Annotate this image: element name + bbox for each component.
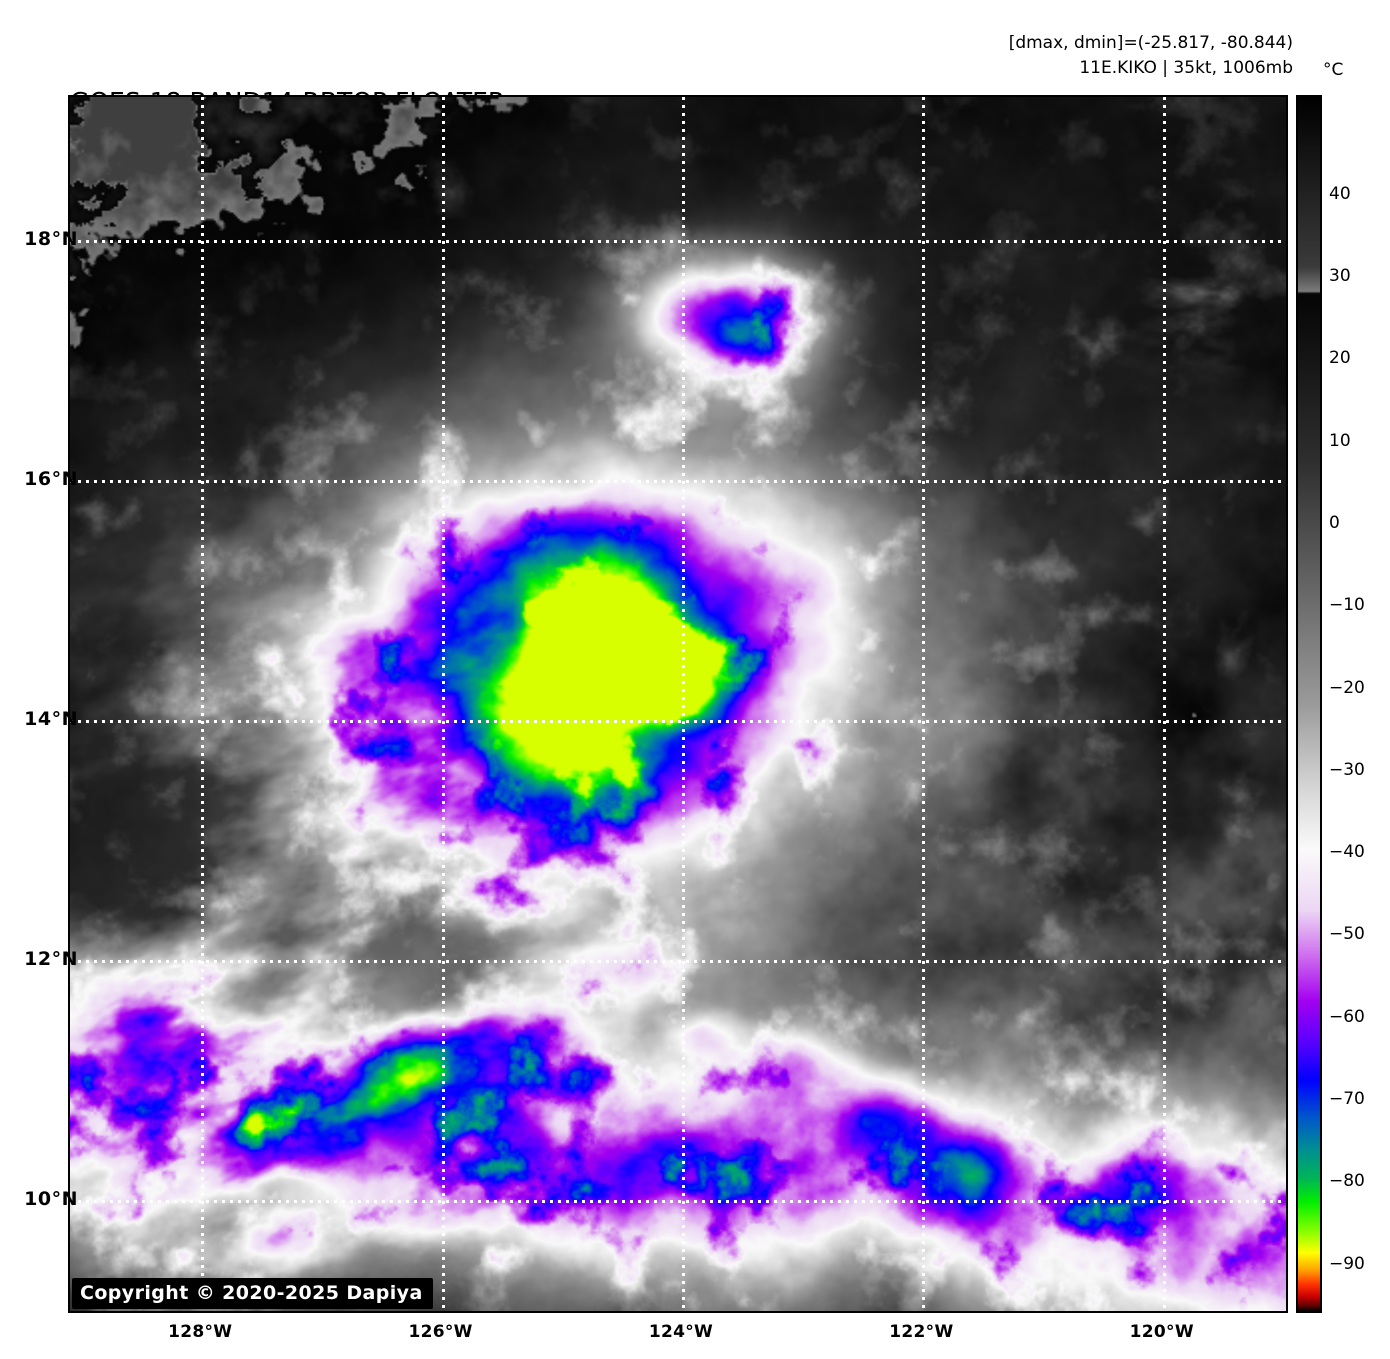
colorbar-tick-label: 0 [1329,512,1340,533]
lon-tick-label: 128°W [168,1322,233,1342]
lat-tick-label: 14°N [24,708,78,730]
copyright-watermark: Copyright © 2020-2025 Dapiya [72,1278,433,1309]
lon-tick-label: 120°W [1129,1322,1194,1342]
colorbar-tick-label: −50 [1329,924,1365,945]
colorbar-tick-label: −80 [1329,1171,1365,1192]
lat-tick-label: 12°N [24,948,78,970]
lon-tick-label: 124°W [648,1322,714,1342]
colorbar-tick-label: 40 [1329,183,1351,204]
colorbar-tick-label: −20 [1329,677,1365,698]
colorbar-tick-label: −30 [1329,759,1365,780]
colorbar-tick-label: −70 [1329,1089,1365,1110]
metadata-block: [dmax, dmin]=(-25.817, -80.844) 11E.KIKO… [1009,31,1293,80]
dmax-dmin-label: [dmax, dmin]=(-25.817, -80.844) [1008,33,1293,53]
colorbar-tick-label: 30 [1329,266,1351,287]
satellite-image-plot[interactable] [68,95,1288,1313]
colorbar-tick-label: −10 [1329,595,1365,616]
colorbar-unit-label: °C [1323,60,1344,80]
storm-info-label: 11E.KIKO | 35kt, 1006mb [1079,57,1293,78]
lon-tick-label: 122°W [889,1322,954,1342]
colorbar-tick-label: 20 [1329,348,1351,369]
lat-tick-label: 16°N [24,468,78,490]
colorbar-tick-label: −90 [1329,1253,1365,1274]
lat-tick-label: 18°N [24,228,78,250]
satellite-ir-heatmap [70,97,1286,1311]
colorbar-tick-label: −40 [1329,842,1365,863]
colorbar-tick-label: 10 [1329,430,1351,451]
temperature-colorbar[interactable] [1296,95,1322,1313]
colorbar-tick-label: −60 [1329,1006,1365,1027]
lat-tick-label: 10°N [24,1188,78,1210]
colorbar-gradient [1298,97,1320,1311]
lon-tick-label: 126°W [408,1322,473,1342]
